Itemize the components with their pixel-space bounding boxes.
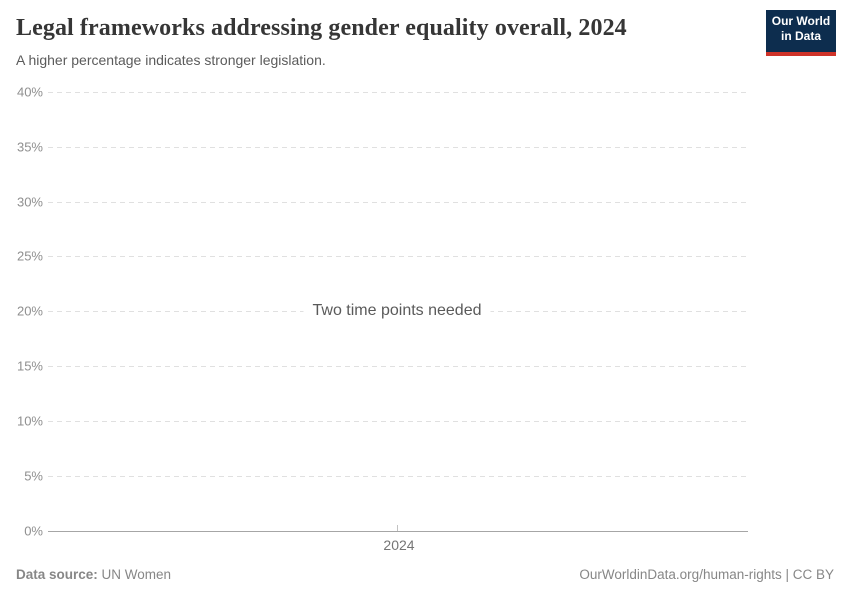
chart-subtitle: A higher percentage indicates stronger l… [16, 52, 326, 68]
gridline [48, 92, 748, 93]
y-axis-tick-label: 30% [16, 194, 43, 210]
data-source-value: UN Women [101, 567, 172, 582]
owid-logo-line2: in Data [780, 29, 821, 43]
y-axis-tick-label: 40% [16, 84, 43, 100]
y-axis-tick-label: 5% [24, 468, 43, 484]
x-axis-tick-label: 2024 [383, 537, 415, 553]
y-axis-tick-label: 35% [16, 139, 43, 155]
gridline [48, 366, 748, 367]
gridline [48, 256, 748, 257]
empty-state-message: Two time points needed [303, 300, 491, 322]
y-axis-tick-label: 20% [16, 303, 43, 319]
x-axis-tick [397, 525, 398, 531]
plot-area: 40% 35% 30% 25% 20% 15% 10% 5% [16, 84, 748, 553]
chart-title: Legal frameworks addressing gender equal… [16, 15, 627, 41]
gridline [48, 476, 748, 477]
data-source: Data source: UN Women [16, 567, 171, 582]
y-axis-tick-label: 0% [24, 523, 43, 539]
owid-logo[interactable]: Our World in Data [766, 10, 836, 56]
gridline [48, 202, 748, 203]
y-axis-tick-label: 15% [16, 358, 43, 374]
data-source-label: Data source: [16, 567, 98, 582]
y-axis-tick-label: 10% [16, 413, 43, 429]
y-axis-tick-label: 25% [16, 248, 43, 264]
owid-logo-line1: Our World [771, 14, 831, 28]
x-axis-line [48, 531, 748, 532]
chart-footer: Data source: UN Women OurWorldinData.org… [16, 567, 834, 582]
gridline [48, 421, 748, 422]
gridline [48, 147, 748, 148]
attribution-link[interactable]: OurWorldinData.org/human-rights | CC BY [579, 567, 834, 582]
